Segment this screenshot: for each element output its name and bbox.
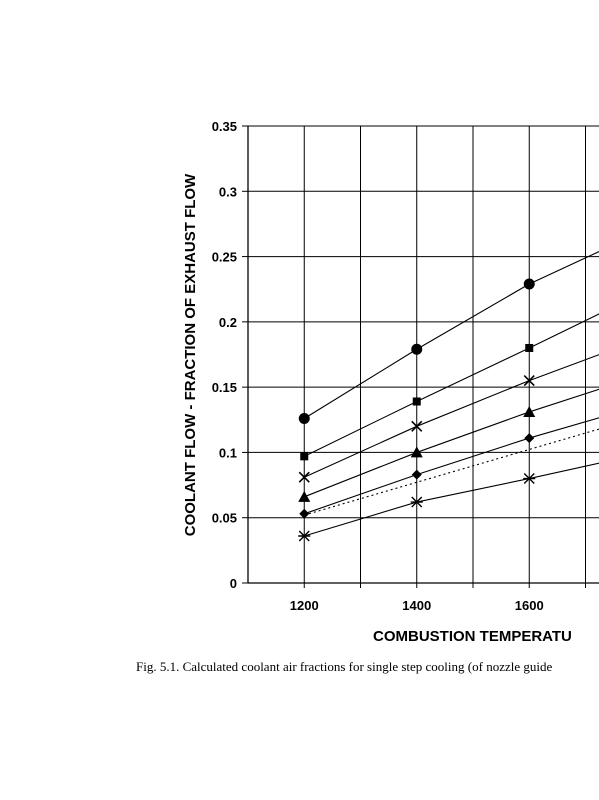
data-point-diamond [524,433,535,444]
y-tick-label: 0.15 [212,380,237,395]
y-tick-label: 0.35 [212,119,237,134]
data-point-circle [411,343,423,355]
series-line-7 [304,462,599,537]
data-point-x [411,420,423,432]
y-tick-label: 0.3 [219,184,237,199]
y-tick-label: 0.05 [212,511,237,526]
data-point-triangle [298,490,311,502]
figure-caption: Fig. 5.1. Calculated coolant air fractio… [136,659,553,674]
data-point-x [523,375,535,387]
y-tick-label: 0 [230,576,237,591]
series-group [298,251,599,542]
data-point-triangle [410,446,423,458]
data-point-star [298,530,311,542]
y-tick-label: 0.25 [212,250,237,265]
data-point-star [523,473,536,485]
series-line-4 [304,388,599,498]
labels: COMBUSTION TEMPERATU COOLANT FLOW - FRAC… [182,119,572,645]
axes [242,125,599,588]
series-line-3 [304,354,599,478]
x-tick-label: 1400 [402,598,431,613]
y-axis-title: COOLANT FLOW - FRACTION OF EXHAUST FLOW [182,173,199,536]
y-tick-label: 0.2 [219,315,237,330]
data-point-star [410,496,423,508]
data-point-diamond [411,469,422,480]
data-point-diamond [299,508,310,519]
x-tick-label: 1200 [290,598,319,613]
data-point-triangle [523,405,536,417]
series-line-6 [304,428,599,516]
data-point-square [525,343,534,352]
data-point-circle [298,412,310,424]
x-axis-title: COMBUSTION TEMPERATU [373,628,572,645]
data-point-square [412,397,421,406]
y-tick-label: 0.1 [219,445,237,460]
x-tick-label: 1600 [515,598,544,613]
data-point-square [300,452,309,461]
grid [248,125,599,583]
series-line-2 [304,313,599,457]
data-point-x [298,471,310,483]
data-point-circle [523,278,535,290]
